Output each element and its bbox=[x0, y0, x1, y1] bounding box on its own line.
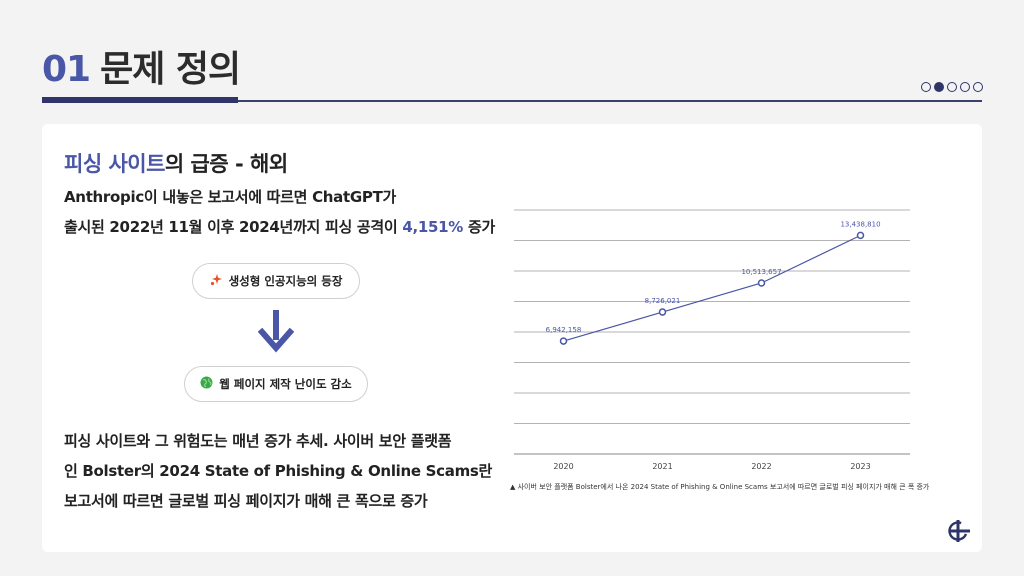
content-card: 피싱 사이트의 급증 - 해외 Anthropic이 내놓은 보고서에 따르면 … bbox=[42, 124, 982, 552]
section-number: 01 bbox=[42, 49, 91, 90]
series-line bbox=[563, 234, 861, 342]
flow-step-web-difficulty: 웹 페이지 제작 난이도 감소 bbox=[184, 366, 368, 402]
flow-step-generative-ai: 생성형 인공지능의 등장 bbox=[192, 263, 360, 299]
increase-percentage: 4,151% bbox=[402, 218, 464, 236]
phishing-pages-line-chart: 2020 2021 2022 2023 6,942,158 8,726,021 10,513… bbox=[514, 209, 910, 471]
page-dot-active[interactable] bbox=[934, 82, 944, 92]
chart-caption: ▲ 사이버 보안 플랫폼 Bolster에서 나온 2024 State of … bbox=[510, 483, 930, 491]
subtitle-rest: 의 급증 - 해외 bbox=[164, 152, 288, 176]
description-line-2-text: 출시된 2022년 11월 이후 2024년까지 피싱 공격이 bbox=[64, 218, 403, 236]
card-subtitle: 피싱 사이트의 급증 - 해외 bbox=[64, 148, 288, 178]
description-line-2-end: 증가 bbox=[467, 218, 495, 236]
header-divider-accent bbox=[42, 97, 238, 103]
logo-icon bbox=[948, 520, 970, 542]
x-tick-label: 2021 bbox=[652, 462, 672, 471]
data-point bbox=[658, 308, 667, 316]
flow-step-label: 생성형 인공지능의 등장 bbox=[228, 274, 343, 288]
summary-line-2: 인 Bolster의 2024 State of Phishing & Onli… bbox=[64, 462, 493, 480]
subtitle-highlight: 피싱 사이트 bbox=[64, 152, 165, 176]
page-dot[interactable] bbox=[960, 82, 970, 92]
data-label: 13,438,810 bbox=[840, 220, 880, 228]
summary-line-3: 보고서에 따르면 글로벌 피싱 페이지가 매해 큰 폭으로 증가 bbox=[64, 492, 428, 510]
data-point bbox=[559, 337, 568, 345]
page-indicator bbox=[921, 82, 983, 92]
section-title: 문제 정의 bbox=[100, 49, 241, 90]
data-label: 10,513,657 bbox=[741, 268, 781, 276]
data-point bbox=[856, 231, 865, 240]
page-dot[interactable] bbox=[973, 82, 983, 92]
sparkle-icon bbox=[210, 273, 223, 289]
data-point bbox=[757, 279, 766, 287]
page-title: 01 문제 정의 bbox=[42, 40, 241, 92]
header-divider bbox=[42, 100, 982, 102]
x-tick-label: 2023 bbox=[850, 462, 870, 471]
data-label: 6,942,158 bbox=[546, 326, 582, 334]
flow-step-label: 웹 페이지 제작 난이도 감소 bbox=[219, 377, 352, 391]
description-line-1: Anthropic이 내놓은 보고서에 따르면 ChatGPT가 bbox=[64, 188, 397, 206]
summary-line-1: 피싱 사이트와 그 위험도는 매년 증가 추세. 사이버 보안 플랫폼 bbox=[64, 432, 452, 450]
x-tick-label: 2022 bbox=[751, 462, 771, 471]
x-tick-label: 2020 bbox=[553, 462, 573, 471]
arrow-down-icon bbox=[258, 310, 294, 353]
description-line-2: 출시된 2022년 11월 이후 2024년까지 피싱 공격이 4,151% 증… bbox=[64, 216, 495, 237]
page-dot[interactable] bbox=[921, 82, 931, 92]
data-label: 8,726,021 bbox=[645, 297, 681, 305]
globe-icon bbox=[200, 376, 213, 392]
page-dot[interactable] bbox=[947, 82, 957, 92]
